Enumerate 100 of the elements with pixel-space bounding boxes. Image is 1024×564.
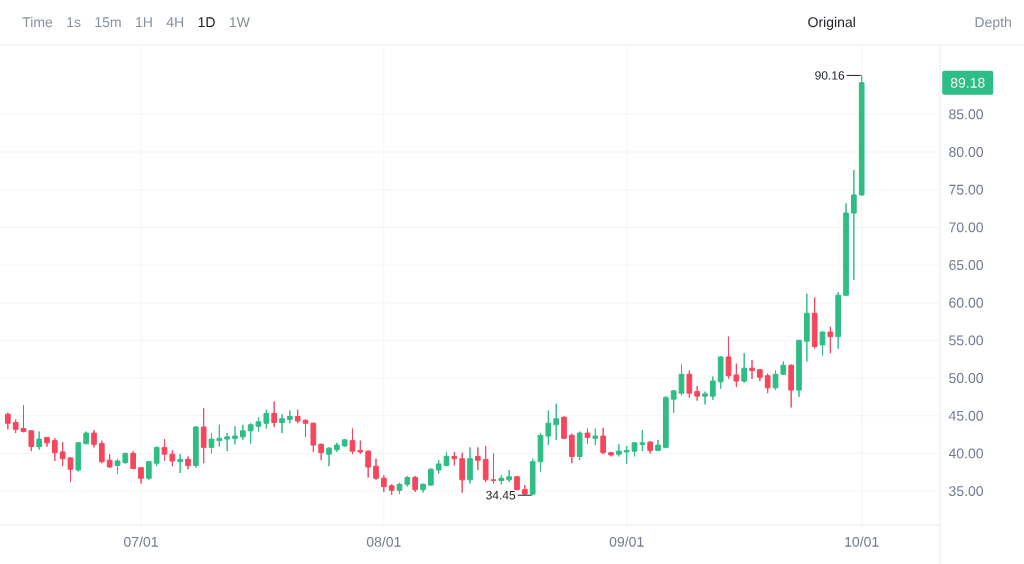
candlestick <box>4 412 11 430</box>
candlestick <box>75 441 82 472</box>
candlestick <box>819 330 826 356</box>
candlestick <box>185 455 191 470</box>
candlestick <box>702 391 708 405</box>
candlestick <box>130 450 137 470</box>
candlestick <box>247 422 254 445</box>
candlestick <box>412 475 419 493</box>
candlestick <box>811 296 818 350</box>
annotation: 90.16 <box>815 71 845 80</box>
candlestick <box>279 413 285 434</box>
x-tick-label: 09/01 <box>609 536 644 547</box>
text: Original <box>808 16 855 30</box>
candlestick <box>239 424 246 441</box>
candlestick <box>592 428 599 446</box>
text: 1D <box>198 17 215 27</box>
candlestick <box>365 449 372 479</box>
candlestick <box>686 370 693 399</box>
candlestick <box>373 458 379 481</box>
y-tick-label: 35.00 <box>949 486 984 497</box>
candlestick <box>145 460 152 481</box>
candlestick <box>796 339 802 398</box>
candlestick <box>717 355 724 390</box>
candlestick <box>803 293 810 362</box>
candlestick <box>521 484 528 496</box>
candlestick <box>67 456 74 483</box>
text: 1s <box>67 17 81 28</box>
candlestick <box>756 368 763 382</box>
y-tick-label: 80.00 <box>949 147 984 157</box>
candlestick <box>106 453 113 469</box>
candlestick <box>670 389 677 414</box>
candlestick <box>576 431 583 461</box>
candlestick <box>506 469 513 483</box>
text: 1W <box>229 17 250 27</box>
candlestick <box>843 202 849 297</box>
candlestick <box>835 291 842 350</box>
candlestick <box>51 437 58 462</box>
candlestick <box>59 441 66 467</box>
candlestick <box>232 425 238 445</box>
candlestick <box>271 400 278 428</box>
candlestick <box>561 415 567 440</box>
candlestick <box>529 458 536 496</box>
candlestick <box>286 409 293 424</box>
y-tick-label: 75.00 <box>949 184 984 195</box>
candlestick <box>623 445 630 465</box>
candlestick <box>584 428 591 445</box>
candlestick <box>615 443 622 457</box>
candlestick <box>302 419 309 438</box>
candlestick <box>608 451 614 457</box>
candlestick <box>749 359 755 380</box>
candlestick <box>326 446 332 467</box>
candlestick <box>83 431 90 445</box>
candlestick <box>553 403 560 441</box>
y-tick-label: 55.00 <box>949 335 984 346</box>
candlestick <box>98 440 105 464</box>
candlestick <box>44 436 50 448</box>
y-tick-label: 45.00 <box>948 410 984 421</box>
x-tick-label: 07/01 <box>124 536 158 547</box>
text: Time <box>22 16 53 28</box>
candlestick <box>694 385 701 402</box>
candlestick <box>310 422 317 453</box>
candlestick <box>435 459 442 475</box>
candlestick <box>138 466 144 485</box>
x-tick-label: 10/01 <box>845 536 879 547</box>
y-tick-label: 60.00 <box>949 297 984 308</box>
candlestick <box>380 474 387 493</box>
text: 15m <box>95 17 121 28</box>
y-tick-label: 40.00 <box>948 448 984 459</box>
y-tick-label: 70.00 <box>949 222 984 233</box>
annotation: 34.45 <box>486 490 516 500</box>
candlestick <box>647 440 654 454</box>
candlestick <box>420 483 426 494</box>
candlestick <box>169 449 176 467</box>
candlestick <box>388 483 395 496</box>
candlestick <box>341 438 348 448</box>
candlestick <box>662 395 669 449</box>
y-tick-label: 65.00 <box>949 260 984 270</box>
candlestick <box>498 474 505 485</box>
candlestick <box>192 425 199 469</box>
candlestick <box>709 376 716 401</box>
candlestick <box>490 452 497 485</box>
text: 89.18 <box>950 77 985 88</box>
candlestick <box>568 433 575 464</box>
candlestick <box>827 326 834 354</box>
candlestick <box>482 445 489 483</box>
candlestick <box>655 439 661 452</box>
candlestick <box>788 363 795 408</box>
candlestick <box>467 446 473 485</box>
candlestick <box>764 373 771 394</box>
candlestick <box>161 438 168 462</box>
candlestick <box>294 409 301 424</box>
candlestick <box>333 442 340 453</box>
x-tick-label: 08/01 <box>366 536 401 547</box>
candlestick <box>600 427 607 455</box>
text: 4H <box>166 17 184 27</box>
candlestick <box>224 432 231 452</box>
candlestick <box>678 363 685 396</box>
candlestick <box>850 169 857 281</box>
candlestick <box>741 352 748 384</box>
candlestick <box>200 407 207 464</box>
